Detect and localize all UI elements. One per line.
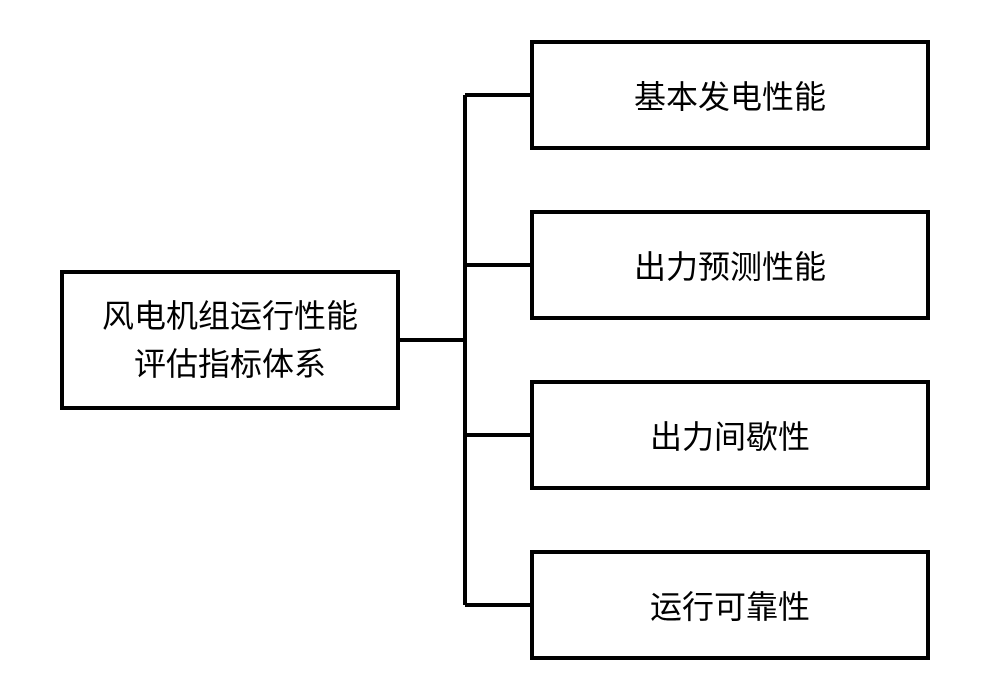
child-label-1: 基本发电性能	[634, 72, 826, 118]
diagram-container: 风电机组运行性能评估指标体系 基本发电性能 出力预测性能 出力间歇性 运行可靠性	[60, 40, 940, 660]
root-node: 风电机组运行性能评估指标体系	[60, 270, 400, 410]
root-label: 风电机组运行性能评估指标体系	[102, 292, 358, 388]
child-label-3: 出力间歇性	[650, 412, 810, 458]
child-node-3: 出力间歇性	[530, 380, 930, 490]
connector-lines	[400, 40, 540, 660]
child-node-4: 运行可靠性	[530, 550, 930, 660]
child-node-1: 基本发电性能	[530, 40, 930, 150]
child-node-2: 出力预测性能	[530, 210, 930, 320]
child-label-4: 运行可靠性	[650, 582, 810, 628]
child-label-2: 出力预测性能	[634, 242, 826, 288]
